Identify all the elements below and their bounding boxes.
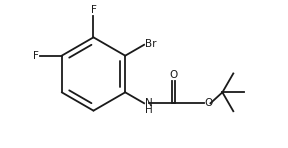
Text: O: O [204, 98, 213, 108]
Text: N: N [145, 98, 153, 108]
Text: Br: Br [145, 39, 157, 49]
Text: O: O [170, 70, 178, 81]
Text: F: F [90, 5, 96, 15]
Text: H: H [145, 105, 153, 115]
Text: F: F [33, 51, 39, 61]
